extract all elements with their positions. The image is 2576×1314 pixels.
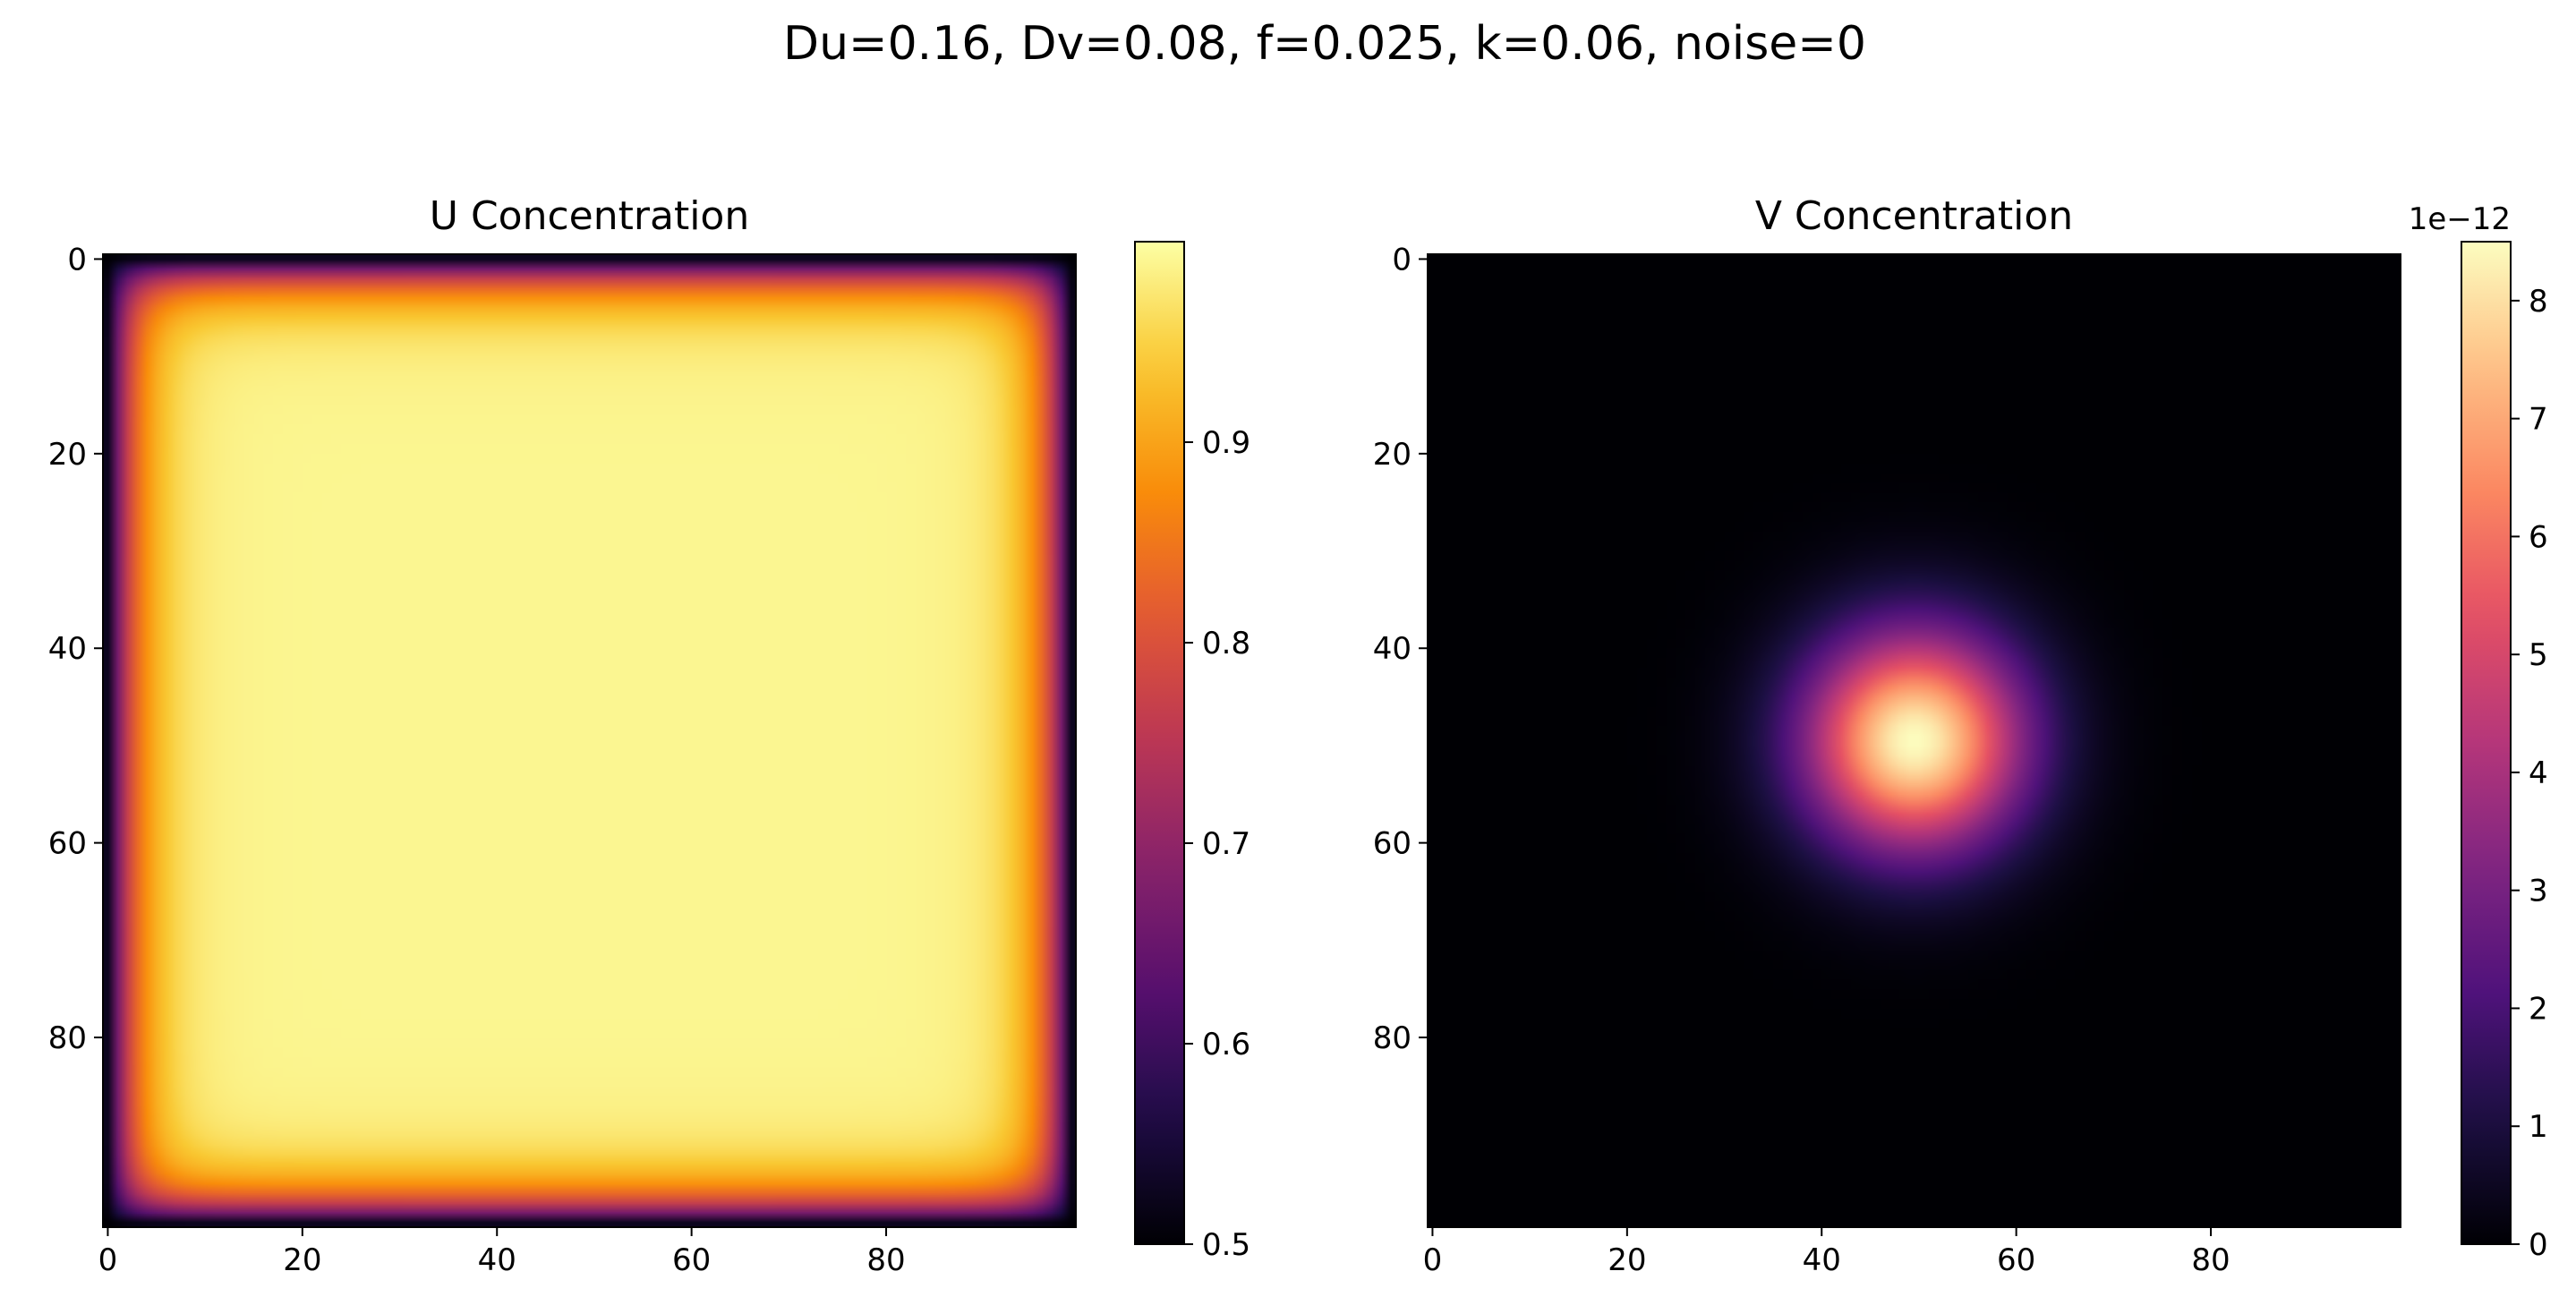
colorbar-tick-label: 0.9	[1202, 425, 1250, 461]
x-tick-label: 80	[866, 1242, 905, 1278]
y-tick-label: 20	[48, 437, 87, 473]
axes-frame	[102, 253, 1077, 1228]
colorbar-tick-label: 5	[2529, 637, 2548, 673]
y-tick-label: 40	[48, 631, 87, 667]
colorbar-tick-label: 0.5	[1202, 1227, 1250, 1263]
colorbar-tick-label: 3	[2529, 874, 2548, 909]
colorbar-tick-label: 0.7	[1202, 826, 1250, 862]
y-tick-label: 60	[48, 826, 87, 862]
y-tick-label: 40	[1373, 631, 1412, 667]
colorbar-offset-label: 1e−12	[2409, 201, 2511, 237]
x-tick-label: 40	[478, 1242, 516, 1278]
colorbar	[2461, 241, 2512, 1245]
x-tick-label: 0	[98, 1242, 118, 1278]
panel-title: V Concentration	[1755, 193, 2073, 239]
y-tick-label: 20	[1373, 437, 1412, 473]
x-tick-label: 20	[1608, 1242, 1646, 1278]
colorbar-tick-label: 1	[2529, 1109, 2548, 1145]
figure-suptitle: Du=0.16, Dv=0.08, f=0.025, k=0.06, noise…	[783, 17, 1866, 71]
colorbar-tick-label: 0	[2529, 1227, 2548, 1263]
colorbar-tick-label: 4	[2529, 755, 2548, 791]
x-tick-label: 0	[1423, 1242, 1443, 1278]
colorbar-tick-label: 0.6	[1202, 1027, 1250, 1062]
panel-2: V Concentration 0 20 40 60 80 0 20 40 60 80 0 1 2 3 4 5 6…	[1373, 193, 2548, 1278]
panel-title: U Concentration	[430, 193, 749, 239]
colorbar-tick-label: 7	[2529, 402, 2548, 438]
y-tick-label: 0	[67, 242, 87, 277]
x-tick-label: 40	[1803, 1242, 1841, 1278]
y-tick-label: 80	[1373, 1020, 1412, 1056]
panel-1: U Concentration 0 20 40 60 80 0 20 40 60 80 0.5 0.6 0…	[48, 193, 1250, 1278]
colorbar-tick-label: 6	[2529, 519, 2548, 555]
y-tick-label: 60	[1373, 826, 1412, 862]
x-tick-label: 60	[672, 1242, 711, 1278]
y-tick-label: 0	[1392, 242, 1412, 277]
colorbar-tick-label: 2	[2529, 991, 2548, 1027]
x-tick-label: 20	[283, 1242, 321, 1278]
colorbar	[1134, 241, 1185, 1245]
heatmap-image	[103, 254, 1076, 1227]
axes-frame	[1427, 253, 2401, 1228]
x-tick-label: 60	[1997, 1242, 2035, 1278]
x-tick-label: 80	[2191, 1242, 2230, 1278]
colorbar-tick-label: 8	[2529, 284, 2548, 320]
y-tick-label: 80	[48, 1020, 87, 1056]
heatmap-image	[1428, 254, 2401, 1227]
colorbar-tick-label: 0.8	[1202, 626, 1250, 661]
